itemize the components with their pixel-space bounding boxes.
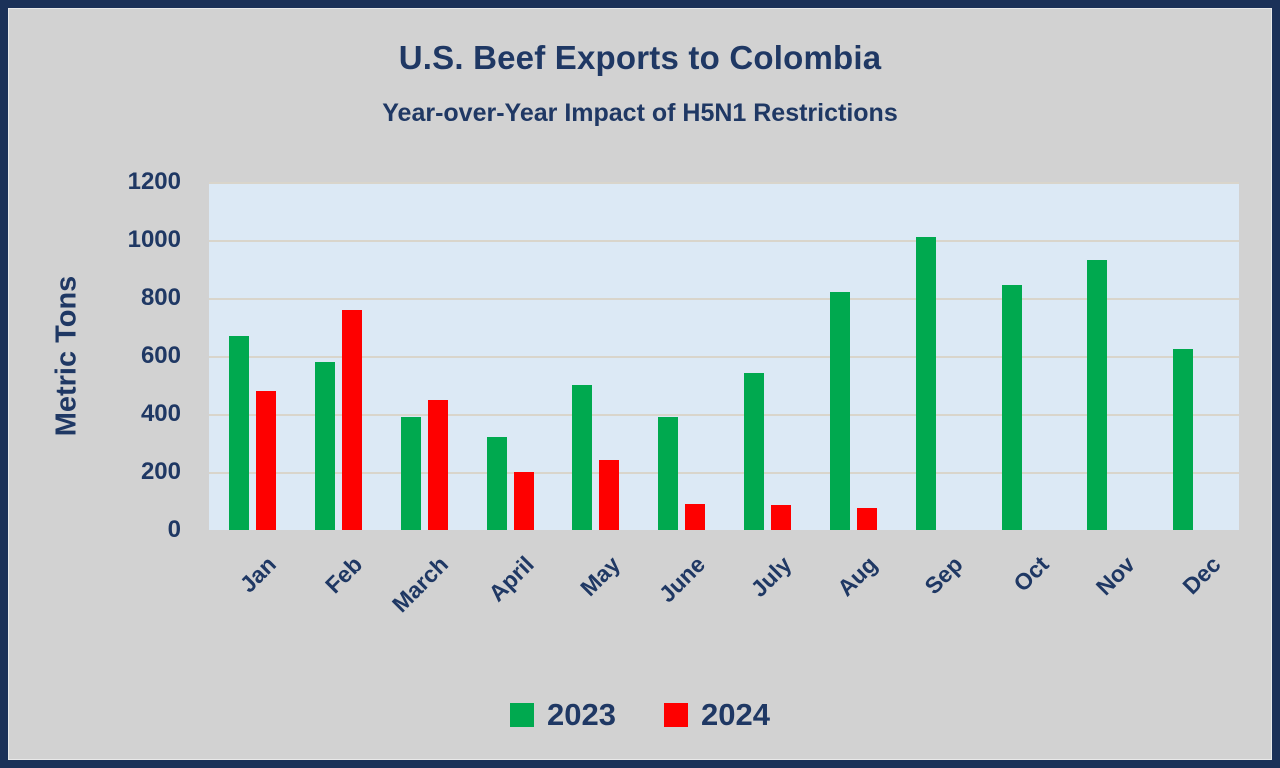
- bar-group-may: [552, 182, 638, 530]
- bar-group-july: [724, 182, 810, 530]
- bar-2023-may: [572, 385, 593, 530]
- bar-2023-feb: [314, 361, 335, 530]
- bar-2023-april: [486, 437, 507, 530]
- bar-2024-jan: [256, 390, 276, 530]
- gridline-200: [209, 472, 1239, 474]
- x-axis: Jan Feb March April May June July Aug Sep Oct Nov D…: [209, 543, 1239, 653]
- bar-2023-sep: [915, 237, 936, 530]
- y-tick-label-800: 800: [140, 284, 181, 311]
- y-tick-label-1000: 1000: [127, 226, 181, 253]
- y-axis: 0 200 400 600 800 1000 1200: [91, 168, 191, 543]
- bar-2024-aug: [856, 508, 877, 530]
- legend-label-2024: 2024: [701, 697, 770, 732]
- bar-2023-march: [400, 416, 421, 530]
- legend-label-2023: 2023: [547, 697, 616, 732]
- legend-swatch-2023: [510, 703, 535, 727]
- bar-group-oct: [982, 182, 1068, 530]
- legend-swatch-2024: [664, 703, 688, 727]
- bar-2024-june: [685, 503, 706, 530]
- plot-area: [209, 182, 1239, 530]
- bar-2023-nov: [1087, 260, 1108, 530]
- x-tick-label-nov: Nov: [1090, 551, 1140, 601]
- chart-canvas: U.S. Beef Exports to Colombia Year-over-…: [8, 8, 1272, 760]
- bar-2023-dec: [1173, 348, 1194, 530]
- x-tick-label-june: June: [654, 551, 711, 608]
- bar-2024-feb: [341, 309, 362, 530]
- y-axis-title: Metric Tons: [50, 275, 83, 437]
- gridline-1000: [209, 240, 1239, 242]
- chart-title: U.S. Beef Exports to Colombia: [398, 39, 882, 76]
- y-tick-label-0: 0: [167, 516, 181, 543]
- bar-group-jan: [209, 182, 295, 530]
- bar-2024-july: [771, 505, 791, 530]
- bar-2023-aug: [829, 292, 850, 530]
- x-tick-label-aug: Aug: [832, 551, 883, 602]
- bar-group-march: [381, 182, 467, 530]
- x-tick-label-may: May: [574, 551, 625, 602]
- bar-group-dec: [1153, 182, 1239, 530]
- x-tick-label-march: March: [386, 551, 454, 618]
- gridline-600: [209, 356, 1239, 358]
- bar-2023-june: [658, 416, 679, 530]
- y-tick-label-200: 200: [140, 458, 181, 485]
- bar-2024-april: [513, 472, 534, 530]
- chart-subtitle: Year-over-Year Impact of H5N1 Restrictio…: [382, 99, 898, 127]
- x-tick-label-oct: Oct: [1008, 551, 1054, 597]
- x-tick-label-sep: Sep: [919, 551, 969, 600]
- x-tick-label-feb: Feb: [319, 551, 368, 599]
- gridline-400: [209, 414, 1239, 416]
- y-tick-label-400: 400: [140, 400, 181, 427]
- x-tick-label-jan: Jan: [234, 551, 282, 598]
- legend-item-2023: 2023: [510, 697, 616, 733]
- bar-2024-march: [427, 399, 448, 530]
- y-tick-label-600: 600: [140, 342, 181, 369]
- bar-group-june: [638, 182, 724, 530]
- legend: 2023 2024: [9, 697, 1271, 733]
- gridline-800: [209, 298, 1239, 300]
- bar-2023-jan: [229, 335, 249, 530]
- gridline-1200: [209, 182, 1239, 184]
- bar-group-feb: [295, 182, 381, 530]
- bar-2023-july: [744, 373, 764, 530]
- bar-group-aug: [810, 182, 896, 530]
- legend-item-2024: 2024: [664, 697, 770, 733]
- bar-group-sep: [896, 182, 982, 530]
- bar-2023-oct: [1001, 284, 1022, 530]
- x-tick-label-dec: Dec: [1177, 551, 1226, 600]
- x-tick-label-april: April: [483, 551, 539, 607]
- x-tick-label-july: July: [745, 551, 797, 602]
- bar-group-april: [467, 182, 553, 530]
- bar-2024-may: [599, 460, 620, 530]
- bar-group-nov: [1067, 182, 1153, 530]
- y-tick-label-1200: 1200: [127, 168, 181, 195]
